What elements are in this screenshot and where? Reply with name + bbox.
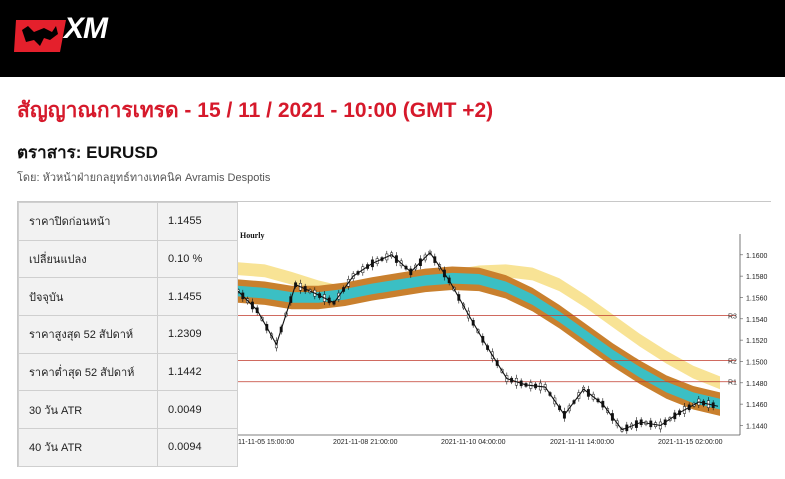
stats-value: 1.1455: [157, 277, 238, 317]
y-tick-label: 1.1480: [746, 381, 768, 388]
stats-label: ราคาต่ำสุด 52 สัปดาห์: [18, 352, 158, 392]
stats-value: 1.1442: [157, 352, 238, 392]
x-tick-label: 2021-11-08 21:00:00: [333, 439, 398, 446]
x-tick-label: 2021-11-11 14:00:00: [550, 439, 614, 446]
y-tick-label: 1.1540: [746, 317, 768, 324]
author-byline: โดย: หัวหน้าฝ่ายกลยุทธ์ทางเทคนิค Avramis…: [17, 172, 271, 184]
x-tick-label: 11-11-05 15:00:00: [238, 439, 294, 446]
stats-row: ราคาปิดก่อนหน้า 1.1455: [18, 202, 238, 241]
stats-label: ปัจจุบัน: [18, 277, 158, 317]
y-tick-label: 1.1500: [746, 359, 768, 366]
stats-label: ราคาสูงสุด 52 สัปดาห์: [18, 315, 158, 354]
y-tick-label: 1.1600: [746, 253, 768, 260]
stats-row: ปัจจุบัน 1.1455: [18, 277, 238, 317]
stats-row: 40 วัน ATR 0.0094: [18, 428, 238, 467]
stats-value: 1.2309: [157, 315, 238, 354]
stats-row: เปลี่ยนแปลง 0.10 %: [18, 239, 238, 279]
stats-label: 40 วัน ATR: [18, 428, 158, 467]
stats-label: เปลี่ยนแปลง: [18, 239, 158, 279]
stats-row: ราคาต่ำสุด 52 สัปดาห์ 1.1442: [18, 352, 238, 392]
top-bar: XM: [0, 0, 785, 77]
x-tick-label: 2021-11-10 04:00:00: [441, 439, 506, 446]
stats-table: ราคาปิดก่อนหน้า 1.1455 เปลี่ยนแปลง 0.10 % ปั…: [18, 202, 238, 467]
y-tick-label: 1.1560: [746, 295, 768, 302]
moving-average-bands: [238, 262, 720, 416]
signal-panel: ราคาปิดก่อนหน้า 1.1455 เปลี่ยนแปลง 0.10 % ปั…: [17, 201, 771, 467]
y-tick-label: 1.1440: [746, 423, 768, 430]
instrument-label: ตราสาร: EURUSD: [17, 143, 158, 162]
stats-row: ราคาสูงสุด 52 สัปดาห์ 1.2309: [18, 315, 238, 354]
stats-label: ราคาปิดก่อนหน้า: [18, 202, 158, 241]
y-axis: 1.1600 1.1580 1.1560 1.1540 1.1520 1.1500 1.14…: [740, 253, 768, 430]
y-tick-label: 1.1580: [746, 274, 768, 281]
level-label-r1: R1: [728, 380, 737, 387]
y-tick-label: 1.1520: [746, 338, 768, 345]
x-tick-label: 2021-11-15 02:00:00: [658, 439, 723, 446]
page-title: สัญญาณการเทรด - 15 / 11 / 2021 - 10:00 (…: [17, 99, 494, 122]
xm-bull-logo-icon: [14, 20, 66, 52]
y-tick-label: 1.1460: [746, 402, 768, 409]
price-wave-line: [238, 251, 719, 431]
level-label-r2: R2: [728, 358, 737, 365]
stats-row: 30 วัน ATR 0.0049: [18, 390, 238, 430]
resistance-levels: R3 R2 R1: [238, 314, 737, 387]
stats-value: 0.10 %: [157, 239, 238, 279]
level-label-r3: R3: [728, 314, 737, 321]
brand-wordmark[interactable]: XM: [64, 12, 108, 45]
stats-label: 30 วัน ATR: [18, 390, 158, 430]
stats-value: 0.0094: [157, 428, 238, 467]
stats-value: 0.0049: [157, 390, 238, 430]
chart-title: Hourly: [240, 231, 264, 240]
stats-value: 1.1455: [157, 202, 238, 241]
x-axis: 11-11-05 15:00:00 2021-11-08 21:00:00 2021…: [238, 439, 723, 446]
